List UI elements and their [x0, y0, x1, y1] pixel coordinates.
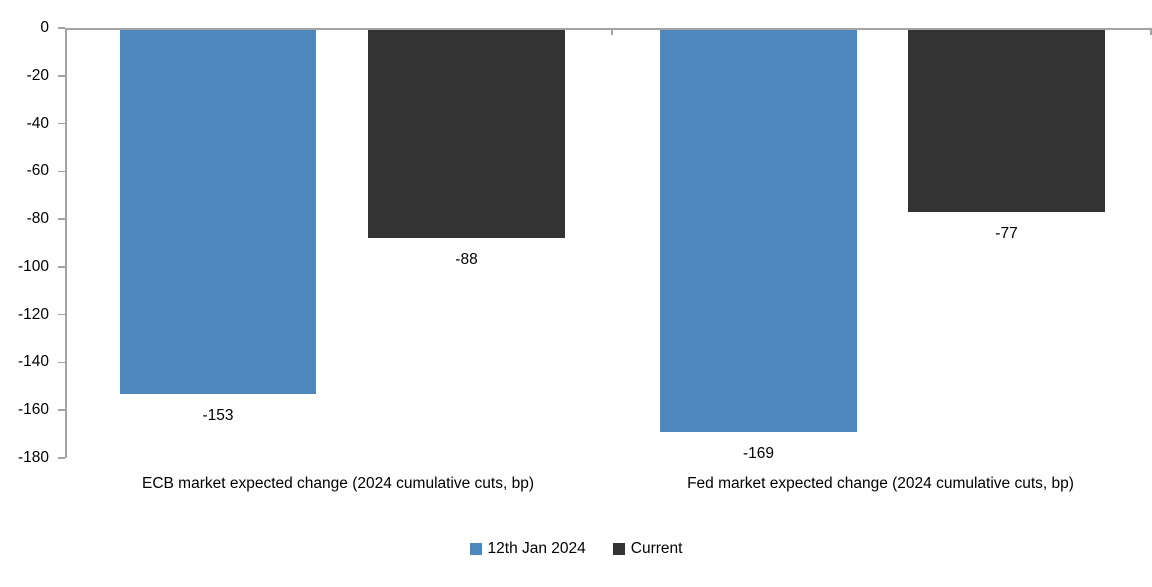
y-axis-tick: [58, 457, 65, 459]
legend-label-12th-jan-2024: 12th Jan 2024: [487, 540, 586, 557]
x-axis-line: [65, 28, 1152, 30]
y-axis-tick: [58, 313, 65, 316]
y-axis-tick: [58, 266, 65, 268]
y-axis-tick: [58, 75, 65, 77]
legend-swatch-current-icon: [612, 543, 625, 555]
y-axis-tick: [58, 218, 65, 220]
legend-item-12th-jan-2024: 12th Jan 2024: [469, 540, 586, 558]
y-axis-tick-label: -40: [26, 114, 49, 132]
y-axis-tick: [58, 361, 65, 364]
y-axis-tick-label: -100: [17, 257, 49, 275]
bar-current-fed: [908, 28, 1105, 212]
y-axis-tick-label: -20: [26, 66, 49, 84]
y-axis-tick-label: -80: [26, 210, 49, 228]
x-axis-category-tick: [611, 28, 613, 35]
bar-data-label: -169: [742, 444, 775, 462]
x-axis-category-tick: [1150, 28, 1152, 35]
category-label-ecb: ECB market expected change (2024 cumulat…: [141, 475, 534, 492]
y-axis-tick-label: -160: [17, 401, 49, 419]
bar-data-label: -153: [202, 406, 234, 424]
legend-swatch-12th-jan-2024-icon: [469, 543, 482, 555]
category-label-fed: Fed market expected change (2024 cumulat…: [687, 475, 1074, 492]
bar-current-ecb: [368, 28, 565, 239]
y-axis-tick: [58, 122, 65, 125]
bar-data-label: -77: [995, 224, 1018, 242]
bar-jan-fed: [660, 28, 857, 432]
y-axis-line: [65, 28, 67, 458]
y-axis-tick: [58, 27, 65, 29]
y-axis-tick-label: -60: [26, 162, 49, 180]
y-axis-tick: [58, 409, 65, 411]
legend-label-current: Current: [630, 540, 683, 557]
legend-item-current: Current: [612, 540, 683, 558]
y-axis-tick-label: -120: [17, 305, 49, 323]
y-axis-tick: [58, 170, 65, 173]
y-axis-tick-label: -140: [17, 353, 49, 371]
y-axis-tick-label: -180: [17, 449, 49, 466]
bar-jan-ecb: [120, 28, 316, 394]
y-axis-tick-label: 0: [40, 19, 49, 36]
chart-legend: 12th Jan 2024 Current: [0, 540, 1152, 558]
bar-data-label: -88: [455, 251, 478, 269]
